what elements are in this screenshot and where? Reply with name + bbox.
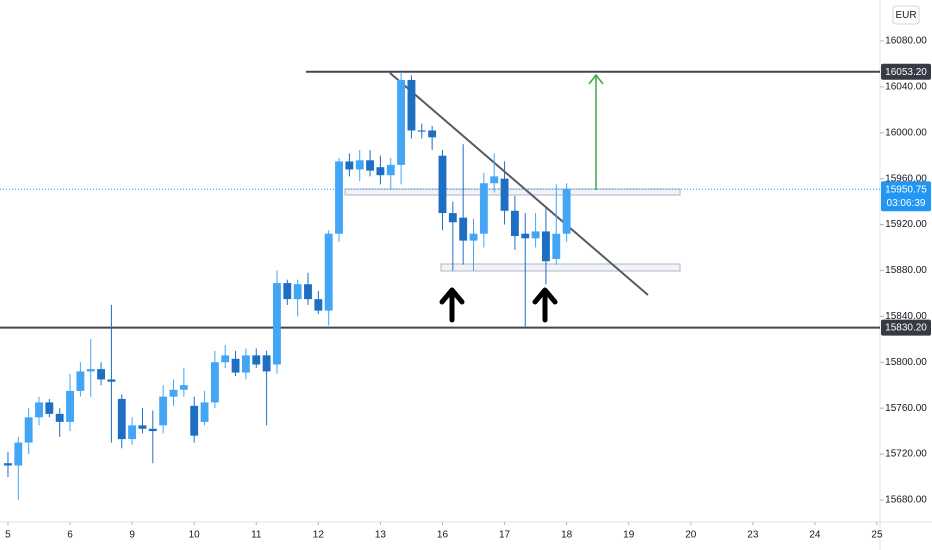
x-tick-label: 13 — [375, 530, 387, 541]
candle-body — [417, 130, 426, 132]
candle-body — [521, 233, 530, 239]
candle-body — [14, 442, 23, 466]
x-tick-label: 11 — [251, 530, 262, 541]
price-label: 15830.20 — [885, 323, 927, 334]
currency: EUR — [895, 10, 916, 21]
candle-body — [459, 217, 468, 241]
candle-body — [190, 405, 199, 436]
candle-body — [355, 160, 364, 170]
y-tick-label: 16000.00 — [885, 127, 927, 138]
candle-body — [128, 425, 137, 440]
candle-body — [252, 355, 261, 365]
drawings — [344, 72, 681, 323]
y-tick-label: 16040.00 — [885, 81, 927, 92]
candle-body — [500, 178, 509, 211]
candle-body — [117, 398, 126, 440]
candle-body — [179, 385, 188, 390]
candle-body — [262, 355, 271, 372]
candle-body — [45, 402, 54, 414]
candle-body — [304, 284, 312, 300]
trend-line — [389, 72, 649, 296]
y-tick-label: 15800.00 — [885, 357, 927, 368]
last-price-label: 15950.75 — [885, 184, 927, 195]
x-tick-label: 9 — [129, 530, 135, 541]
candle-body — [386, 164, 395, 176]
candle-body — [552, 233, 561, 259]
y-tick-label: 15920.00 — [885, 219, 927, 230]
y-tick-label: 15960.00 — [885, 173, 927, 184]
candle-body — [107, 379, 116, 382]
candle-body — [448, 213, 457, 223]
candle-body — [24, 417, 33, 443]
countdown: 03:06:39 — [887, 198, 926, 209]
x-tick-label: 19 — [623, 530, 635, 541]
candle-body — [314, 299, 323, 311]
x-tick-label: 25 — [871, 530, 883, 541]
x-tick-label: 18 — [561, 530, 573, 541]
candle-body — [479, 183, 488, 234]
candle-body — [231, 358, 240, 373]
x-tick-label: 16 — [437, 530, 449, 541]
y-tick-label: 15840.00 — [885, 311, 927, 322]
x-tick-label: 5 — [5, 530, 11, 541]
y-tick-label: 15720.00 — [885, 449, 927, 460]
candle-body — [210, 362, 219, 403]
last-price-box — [881, 181, 931, 212]
currency-box — [892, 5, 920, 25]
candle-body — [148, 428, 157, 432]
candle-body — [221, 355, 230, 363]
candle-body — [55, 413, 64, 422]
candle-body — [66, 390, 74, 422]
y-tick-label: 15760.00 — [885, 403, 927, 414]
candle-body — [293, 284, 302, 300]
y-tick-label: 16080.00 — [885, 36, 927, 47]
candle-body — [86, 369, 95, 372]
price-label-box — [881, 63, 931, 80]
up-arrow — [532, 287, 558, 323]
candle-body — [159, 396, 168, 426]
x-tick-label: 23 — [747, 530, 759, 541]
candle-body — [200, 402, 209, 422]
candle-body — [531, 231, 540, 239]
candle-body — [469, 233, 478, 241]
zone — [440, 263, 681, 272]
candle-body — [397, 79, 406, 165]
candle-body — [283, 283, 292, 300]
candle-body — [345, 161, 354, 170]
up-arrow — [439, 287, 465, 323]
candle-body — [542, 231, 550, 262]
price-label-box — [881, 319, 931, 336]
candle-body — [335, 161, 343, 234]
x-tick-label: 20 — [685, 530, 697, 541]
target-arrow-head — [588, 73, 604, 85]
candle-body — [428, 130, 437, 138]
x-tick-label: 12 — [313, 530, 325, 541]
candle-body — [138, 425, 147, 429]
candle-body — [376, 167, 385, 176]
price-label: 16053.20 — [885, 67, 927, 78]
zone — [344, 188, 681, 196]
y-tick-label: 15880.00 — [885, 265, 927, 276]
candle-body — [241, 355, 250, 373]
candle-body — [273, 283, 281, 365]
candle-body — [438, 155, 447, 214]
x-tick-label: 17 — [499, 530, 511, 541]
candle-body — [169, 389, 178, 397]
candle-body — [324, 233, 333, 311]
candle-body — [490, 176, 499, 184]
candle-body — [407, 79, 416, 131]
candle-body — [35, 402, 43, 418]
candle-body — [76, 371, 85, 391]
y-tick-label: 15680.00 — [885, 495, 927, 506]
candle-body — [366, 160, 374, 171]
candle-body — [562, 189, 571, 234]
candle-body — [97, 369, 106, 380]
x-tick-label: 10 — [189, 530, 201, 541]
x-tick-label: 6 — [67, 530, 73, 541]
x-tick-label: 24 — [809, 530, 821, 541]
candle-body — [510, 210, 519, 237]
candle-body — [4, 463, 12, 466]
